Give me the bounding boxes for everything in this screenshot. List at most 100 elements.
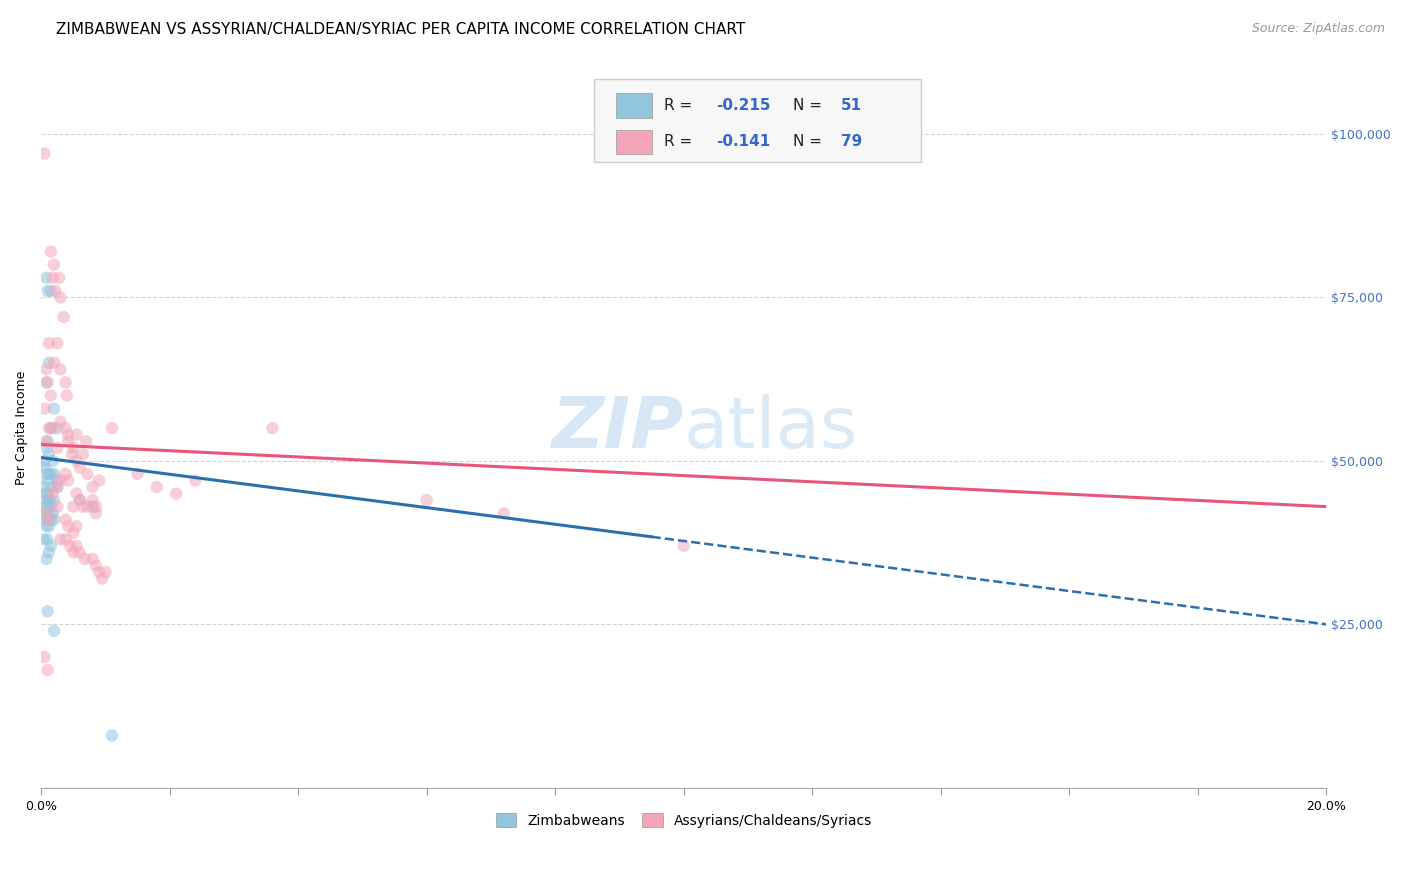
Point: [39, 513, 62, 527]
Point: [72, 447, 94, 461]
Point: [38, 447, 60, 461]
Point: [38, 356, 60, 370]
Point: [65, 454, 87, 468]
Legend: Zimbabweans, Assyrians/Chaldeans/Syriacs: Zimbabweans, Assyrians/Chaldeans/Syriacs: [488, 806, 879, 835]
Point: [39, 467, 62, 481]
Point: [262, 421, 284, 435]
Point: [62, 545, 84, 559]
Point: [94, 565, 117, 579]
Point: [42, 401, 65, 416]
Point: [44, 284, 66, 298]
Point: [35, 493, 58, 508]
Point: [42, 258, 65, 272]
Point: [42, 506, 65, 520]
Point: [65, 427, 87, 442]
Text: R =: R =: [665, 98, 697, 113]
Text: N =: N =: [793, 98, 827, 113]
Point: [42, 454, 65, 468]
Point: [73, 552, 96, 566]
Point: [82, 500, 104, 514]
Point: [82, 552, 104, 566]
Point: [42, 624, 65, 638]
Point: [65, 486, 87, 500]
Point: [37, 533, 59, 547]
Point: [49, 533, 72, 547]
Point: [39, 244, 62, 259]
Point: [146, 480, 169, 494]
Point: [46, 336, 69, 351]
Point: [84, 500, 107, 514]
Point: [101, 729, 124, 743]
Point: [60, 447, 83, 461]
Point: [49, 474, 72, 488]
Point: [55, 533, 77, 547]
Point: [38, 336, 60, 351]
Point: [42, 421, 65, 435]
Point: [34, 454, 56, 468]
Point: [55, 421, 77, 435]
Point: [38, 467, 60, 481]
Point: [37, 486, 59, 500]
Point: [34, 401, 56, 416]
Point: [35, 376, 58, 390]
Point: [38, 421, 60, 435]
Point: [37, 513, 59, 527]
Point: [39, 539, 62, 553]
Point: [55, 513, 77, 527]
Point: [62, 500, 84, 514]
Point: [48, 270, 70, 285]
Point: [34, 486, 56, 500]
Point: [42, 486, 65, 500]
Point: [84, 506, 107, 520]
Point: [42, 480, 65, 494]
Point: [42, 493, 65, 508]
Point: [184, 474, 207, 488]
Point: [37, 500, 59, 514]
Text: ZIP: ZIP: [551, 393, 683, 463]
Point: [46, 480, 69, 494]
Point: [46, 474, 69, 488]
Point: [38, 519, 60, 533]
Point: [87, 565, 110, 579]
Point: [49, 415, 72, 429]
Point: [72, 500, 94, 514]
Point: [415, 493, 437, 508]
Point: [35, 441, 58, 455]
Point: [82, 480, 104, 494]
Point: [59, 539, 82, 553]
Point: [42, 513, 65, 527]
Point: [39, 500, 62, 514]
Point: [76, 500, 98, 514]
Point: [165, 486, 187, 500]
Point: [69, 545, 91, 559]
Text: ZIMBABWEAN VS ASSYRIAN/CHALDEAN/SYRIAC PER CAPITA INCOME CORRELATION CHART: ZIMBABWEAN VS ASSYRIAN/CHALDEAN/SYRIAC P…: [56, 22, 745, 37]
Point: [492, 506, 515, 520]
Point: [39, 421, 62, 435]
Bar: [616, 129, 651, 154]
Point: [37, 434, 59, 449]
Point: [38, 506, 60, 520]
Point: [56, 427, 79, 442]
Point: [37, 474, 59, 488]
Point: [91, 572, 114, 586]
Point: [82, 493, 104, 508]
Point: [34, 480, 56, 494]
Bar: [616, 94, 651, 118]
Text: 51: 51: [841, 98, 862, 113]
Point: [69, 460, 91, 475]
Text: -0.215: -0.215: [716, 98, 770, 113]
Point: [76, 467, 98, 481]
Text: R =: R =: [665, 135, 697, 149]
Point: [52, 310, 75, 324]
Point: [75, 434, 97, 449]
Point: [37, 663, 59, 677]
Point: [101, 421, 124, 435]
Point: [46, 421, 69, 435]
Point: [56, 474, 79, 488]
Point: [35, 434, 58, 449]
Point: [65, 539, 87, 553]
Point: [672, 539, 695, 553]
Point: [35, 270, 58, 285]
Point: [56, 519, 79, 533]
Point: [35, 362, 58, 376]
